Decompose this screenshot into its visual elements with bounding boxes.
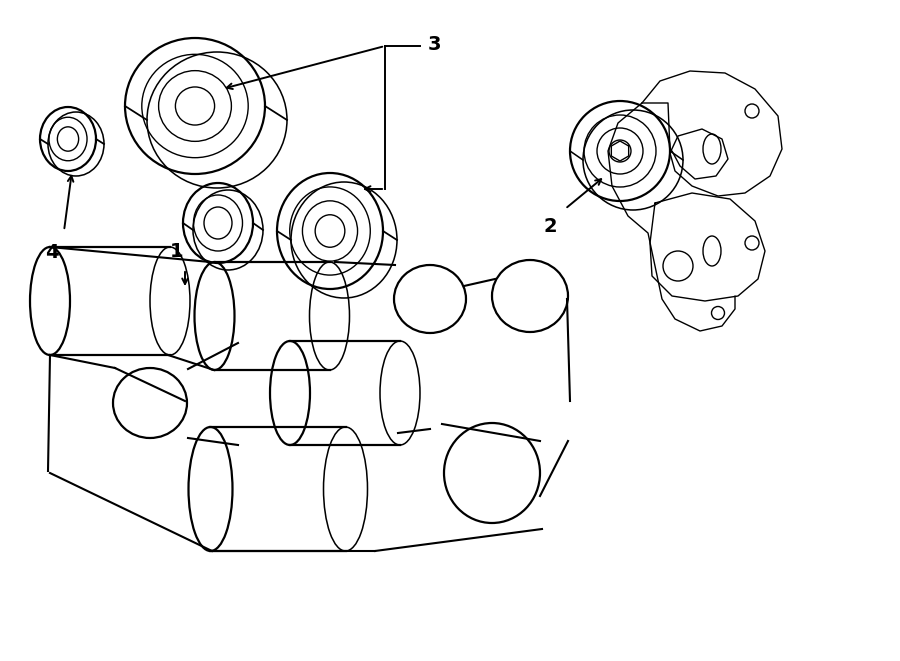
Text: 1: 1 [170, 242, 184, 261]
Text: 3: 3 [428, 34, 442, 54]
Text: 2: 2 [544, 217, 557, 236]
Text: 4: 4 [45, 243, 58, 262]
